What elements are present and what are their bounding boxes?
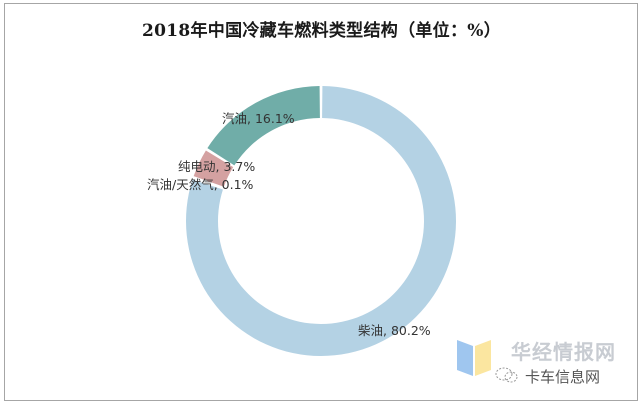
brand-logo-icon [457, 340, 491, 376]
slice-label: 纯电动, 3.7% [178, 159, 255, 174]
watermark-brand: 华经情报网 [511, 340, 616, 364]
donut-slice [193, 150, 234, 187]
watermark-source: 卡车信息网 [525, 368, 601, 386]
donut-slice [207, 86, 320, 166]
slice-label: 汽油, 16.1% [222, 111, 295, 126]
donut-slices [186, 86, 457, 357]
slice-label: 汽油/天然气, 0.1% [147, 177, 254, 192]
watermark: 华经情报网 卡车信息网 [455, 330, 635, 400]
chart-title: 2018年中国冷藏车燃料类型结构（单位：%） [141, 21, 502, 41]
slice-labels: 柴油, 80.2% 汽油, 16.1% 纯电动, 3.7% 汽油/天然气, 0.1% [147, 111, 431, 338]
slice-label: 柴油, 80.2% [358, 323, 431, 338]
wechat-icon [495, 367, 518, 383]
